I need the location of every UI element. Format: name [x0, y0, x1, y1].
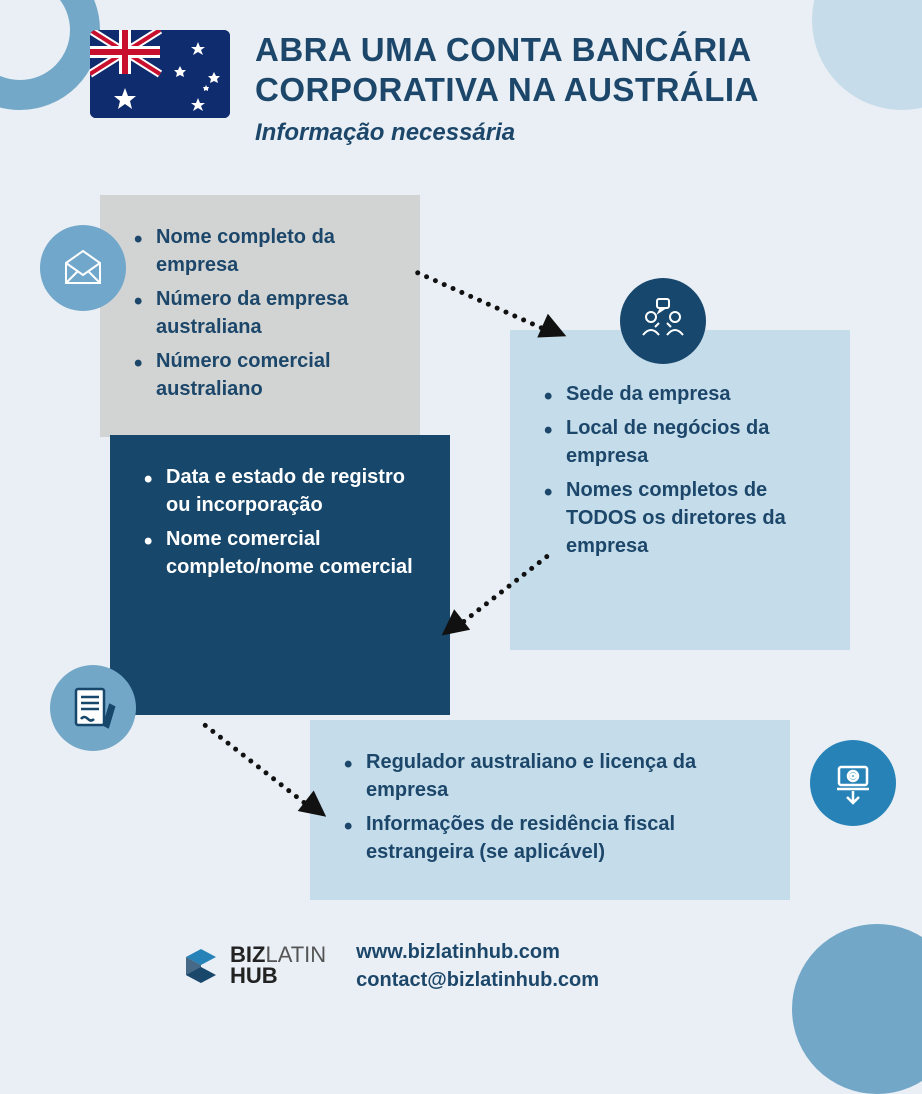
info-card-3: Data e estado de registro ou incorporaçã… [110, 435, 450, 715]
people-chat-icon [620, 278, 706, 364]
brand-logo: BIZLATIN HUB [180, 945, 326, 987]
page-title: ABRA UMA CONTA BANCÁRIA CORPORATIVA NA A… [255, 30, 882, 109]
list-item: Nome completo da empresa [134, 223, 386, 279]
australia-flag-icon [90, 30, 230, 118]
logo-mark-icon [180, 945, 222, 987]
info-card-1: Nome completo da empresa Número da empre… [100, 195, 420, 437]
list-item: Nomes completos de TODOS os diretores da… [544, 476, 816, 560]
email-text: contact@bizlatinhub.com [356, 966, 599, 994]
header: ABRA UMA CONTA BANCÁRIA CORPORATIVA NA A… [90, 30, 882, 147]
arrow-1 [416, 269, 553, 330]
page-subtitle: Informação necessária [255, 119, 882, 147]
list-item: Número comercial australiano [134, 347, 386, 403]
footer: BIZLATIN HUB www.bizlatinhub.com contact… [180, 938, 822, 994]
decorative-ring-top-left [0, 0, 100, 110]
money-drop-icon [810, 740, 896, 826]
list-item: Data e estado de registro ou incorporaçã… [144, 463, 416, 519]
info-card-4: Regulador australiano e licença da empre… [310, 720, 790, 900]
info-card-2: Sede da empresa Local de negócios da emp… [510, 330, 850, 650]
website-text: www.bizlatinhub.com [356, 938, 599, 966]
list-item: Regulador australiano e licença da empre… [344, 748, 756, 804]
envelope-icon [40, 225, 126, 311]
brand-text-3: HUB [230, 966, 326, 987]
arrow-3 [205, 722, 315, 808]
list-item: Número da empresa australiana [134, 285, 386, 341]
list-item: Local de negócios da empresa [544, 414, 816, 470]
list-item: Informações de residência fiscal estrang… [344, 810, 756, 866]
list-item: Sede da empresa [544, 380, 816, 408]
document-pen-icon [50, 665, 136, 751]
list-item: Nome comercial completo/nome comercial [144, 525, 416, 581]
